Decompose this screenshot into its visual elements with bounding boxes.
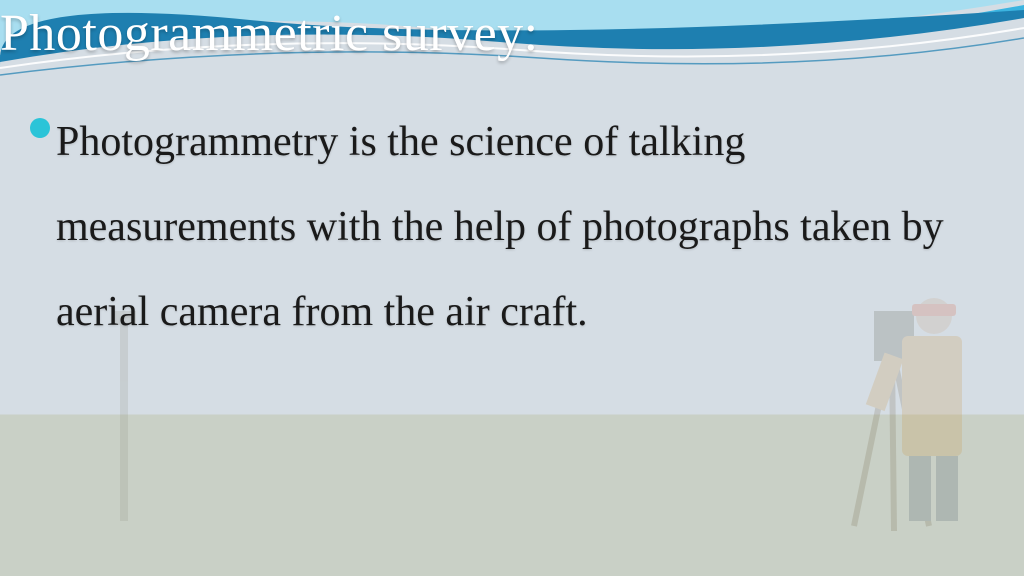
slide-title: Photogrammetric survey: [0,4,539,63]
bullet-text: Photogrammetry is the science of talking… [56,100,984,355]
bullet-icon [30,118,50,138]
slide-body: Photogrammetry is the science of talking… [30,100,984,355]
bullet-item: Photogrammetry is the science of talking… [30,100,984,355]
